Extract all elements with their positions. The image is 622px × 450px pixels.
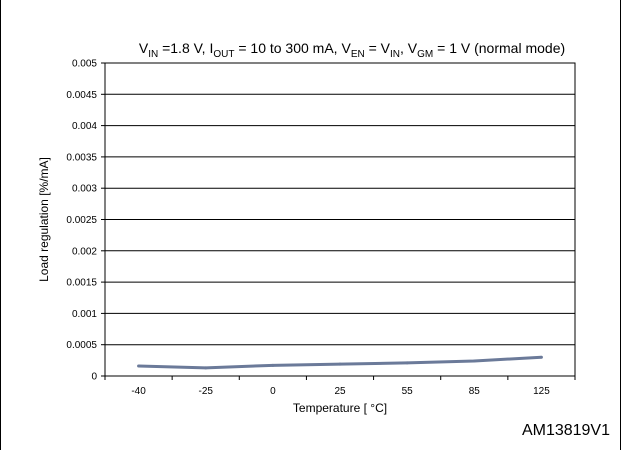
- y-tick-label: 0: [91, 372, 97, 383]
- y-axis-title: Load regulation [%/mA]: [37, 157, 51, 282]
- y-tick-label: 0.0035: [66, 152, 97, 163]
- x-tick-label: -25: [198, 386, 213, 397]
- data-point: [137, 364, 141, 368]
- axes: [101, 62, 576, 380]
- y-tick-label: 0.0045: [66, 90, 97, 101]
- data-point: [204, 366, 208, 370]
- x-tick-label: 55: [402, 386, 414, 397]
- y-tick-labels: 0 0.0005 0.001 0.0015 0.002 0.0025 0.003 0.0035…: [66, 59, 97, 383]
- x-tick-label: -40: [131, 386, 146, 397]
- data-point: [338, 362, 342, 366]
- y-tick-label: 0.005: [72, 59, 97, 70]
- y-tick-label: 0.001: [72, 309, 97, 320]
- y-tick-label: 0.002: [72, 246, 97, 257]
- chart-title: VIN =1.8 V, IOUT = 10 to 300 mA, VEN = V…: [139, 40, 565, 60]
- y-tick-label: 0.0015: [66, 278, 97, 289]
- y-tick-label: 0.0005: [66, 340, 97, 351]
- x-tick-label: 0: [270, 386, 276, 397]
- x-tick-labels: -40 -25 0 25 55 85 125: [131, 386, 550, 397]
- data-point: [539, 355, 543, 359]
- x-axis-title: Temperature [ °C]: [293, 401, 387, 415]
- series-line: [138, 355, 542, 370]
- y-tick-label: 0.003: [72, 184, 97, 195]
- x-tick-label: 85: [469, 386, 481, 397]
- x-tick-label: 125: [533, 386, 550, 397]
- figure-id: AM13819V1: [521, 422, 610, 439]
- data-point: [472, 359, 476, 363]
- data-point: [271, 363, 275, 367]
- gridlines: [105, 93, 575, 346]
- x-tick-label: 25: [334, 386, 346, 397]
- data-point: [405, 361, 409, 365]
- y-tick-label: 0.0025: [66, 215, 97, 226]
- series-group: [137, 355, 543, 370]
- y-tick-label: 0.004: [72, 121, 97, 132]
